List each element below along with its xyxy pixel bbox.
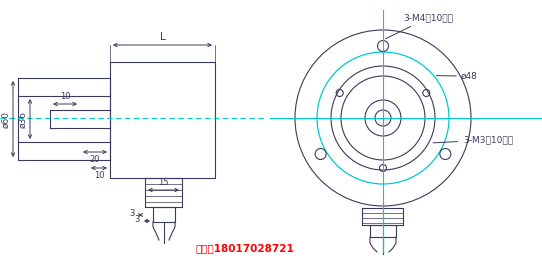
Text: 3: 3 <box>134 215 140 224</box>
Text: L: L <box>160 32 165 42</box>
Text: 3-M3深10均布: 3-M3深10均布 <box>433 135 513 144</box>
Text: 15: 15 <box>158 178 169 187</box>
Text: 10: 10 <box>94 171 104 180</box>
Text: 10: 10 <box>60 92 70 101</box>
Text: ø48: ø48 <box>461 71 478 80</box>
Text: ø60: ø60 <box>1 110 10 127</box>
Text: 手机：18017028721: 手机：18017028721 <box>195 243 294 253</box>
Text: ø36: ø36 <box>18 110 27 127</box>
Text: 3: 3 <box>130 209 135 219</box>
Text: 3-M4深10均布: 3-M4深10均布 <box>385 13 453 39</box>
Text: 20: 20 <box>90 155 100 164</box>
